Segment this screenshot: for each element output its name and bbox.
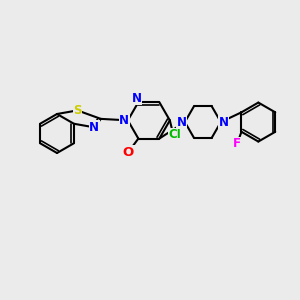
Text: N: N (132, 92, 142, 105)
Text: S: S (73, 104, 82, 117)
Text: O: O (123, 146, 134, 159)
Text: F: F (233, 137, 241, 150)
Text: N: N (219, 116, 229, 129)
Text: N: N (89, 121, 99, 134)
Text: N: N (177, 116, 187, 129)
Text: Cl: Cl (169, 128, 182, 141)
Text: N: N (119, 114, 129, 127)
